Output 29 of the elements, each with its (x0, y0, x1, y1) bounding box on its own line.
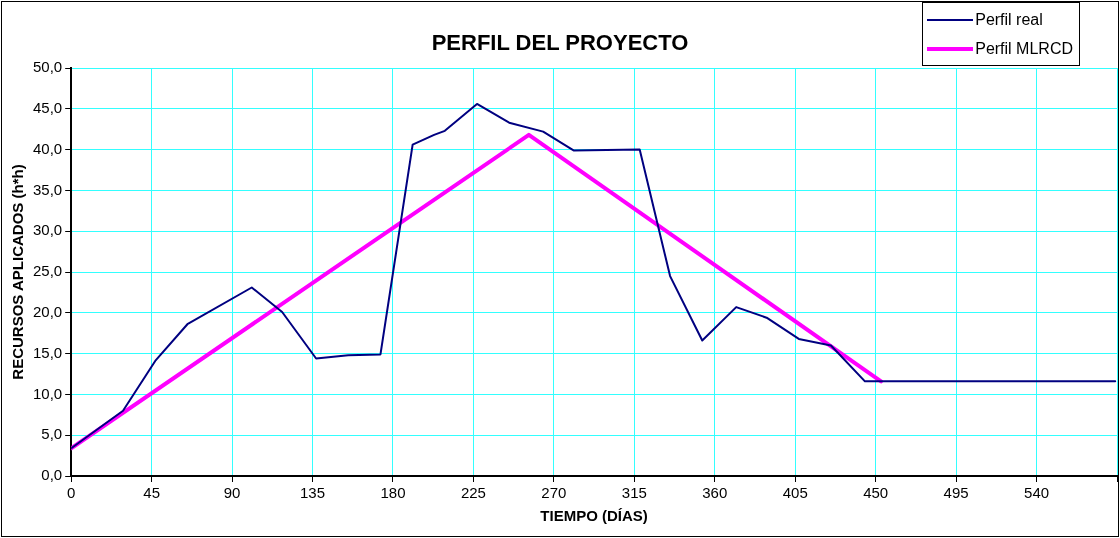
x-tick-label: 360 (702, 484, 728, 502)
x-tick-label: 315 (621, 484, 647, 502)
legend-label: Perfil MLRCD (975, 39, 1073, 58)
x-tick-label: 45 (143, 484, 160, 502)
x-tick-label: 0 (67, 484, 76, 502)
y-tick-label: 20,0 (32, 302, 63, 320)
y-axis-title: RECURSOS APLICADOS (h*h) (9, 164, 27, 380)
chart-title: PERFIL DEL PROYECTO (431, 30, 689, 55)
x-tick-label: 225 (460, 484, 486, 502)
y-tick-label: 25,0 (32, 262, 63, 280)
y-tick-label: 50,0 (32, 58, 63, 76)
y-tick-label: 40,0 (32, 139, 63, 157)
y-tick-label: 10,0 (32, 384, 63, 402)
x-tick-label: 180 (380, 484, 406, 502)
x-tick-label: 450 (863, 484, 889, 502)
x-tick-label: 540 (1024, 484, 1050, 502)
y-tick-label: 0,0 (41, 466, 63, 484)
y-tick-label: 35,0 (32, 180, 63, 198)
y-tick-label: 5,0 (41, 425, 63, 443)
y-tick-label: 30,0 (32, 221, 63, 239)
x-tick-label: 405 (782, 484, 808, 502)
y-tick-label: 15,0 (32, 343, 63, 361)
x-tick-label: 270 (541, 484, 567, 502)
x-axis-title: TIEMPO (DÍAS) (540, 507, 648, 525)
x-tick-label: 495 (943, 484, 969, 502)
x-tick-label: 135 (300, 484, 326, 502)
x-tick-label: 90 (223, 484, 241, 502)
y-tick-label: 45,0 (32, 98, 63, 116)
legend-label: Perfil real (975, 10, 1043, 29)
